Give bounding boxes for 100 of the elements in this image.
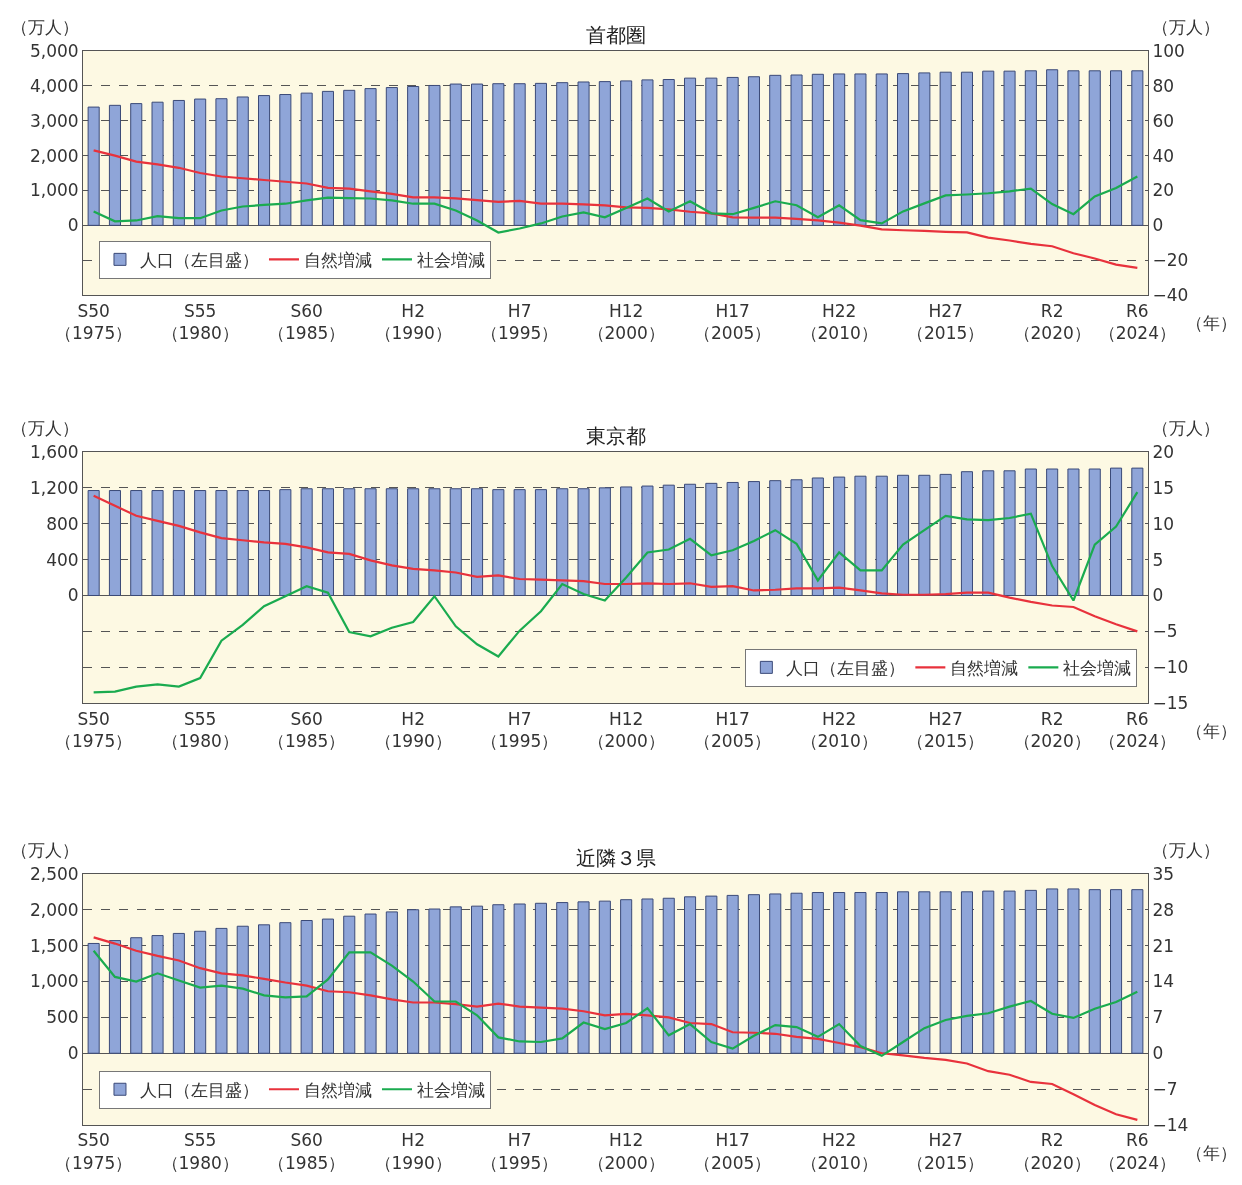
bar (854, 475, 867, 596)
x-tick-label: H22 （2010） (800, 300, 878, 343)
y2-tick-label: 0 (1152, 215, 1164, 236)
bar (833, 476, 846, 596)
legend-label: 人口（左目盛） (786, 657, 906, 678)
y2-tick-label: 20 (1152, 441, 1175, 462)
bar (407, 488, 420, 596)
y2-tick-label: 21 (1152, 935, 1175, 956)
bar (172, 932, 185, 1054)
bar (1046, 888, 1059, 1054)
legend-label: 人口（左目盛） (139, 1079, 259, 1100)
bar (1024, 468, 1037, 596)
bar (236, 925, 249, 1054)
y-tick-label: 5,000 (29, 40, 79, 61)
bar (1046, 468, 1059, 596)
y2-tick-label: 60 (1152, 110, 1175, 131)
x-tick-label: H17 （2005） (694, 300, 772, 343)
bar (811, 892, 824, 1054)
bar (684, 77, 697, 226)
y-tick-label: 3,000 (29, 110, 79, 131)
legend-label: 社会増減 (416, 1079, 485, 1100)
bar (790, 892, 803, 1054)
y2-tick-label: −20 (1152, 250, 1189, 271)
bar (279, 94, 292, 226)
line-series (92, 494, 1139, 633)
bar (449, 83, 462, 226)
bar (960, 471, 973, 596)
bar (87, 106, 100, 226)
legend-label: 人口（左目盛） (139, 250, 259, 270)
x-tick-label: H2 （1990） (374, 300, 452, 343)
bar (236, 490, 249, 596)
x-tick-label: H12 （2000） (587, 300, 665, 343)
bar (897, 891, 910, 1054)
bar (194, 490, 207, 596)
legend-label: 自然増減 (303, 250, 372, 270)
bar (726, 76, 739, 226)
y-tick-label: 1,000 (29, 180, 79, 201)
bar (598, 900, 611, 1054)
bar (1110, 70, 1123, 226)
bar (939, 71, 952, 226)
x-tick-label: S60 （1985） (268, 300, 346, 343)
y2-tick-label: 7 (1152, 1007, 1164, 1028)
chart-title: 東京都 (586, 424, 646, 448)
bar (108, 490, 121, 596)
y2-axis-title: （万人） (1152, 840, 1220, 860)
y2-tick-label: 0 (1152, 1043, 1164, 1064)
legend-label: 自然増減 (303, 1079, 372, 1100)
chart-title: 首都圏 (586, 23, 646, 47)
bar (1067, 468, 1080, 596)
x-tick-label: H17 （2005） (694, 708, 772, 751)
bar (577, 81, 590, 226)
x-tick-label: S60 （1985） (268, 708, 346, 751)
line-series (92, 175, 1139, 234)
x-tick-label: H7 （1995） (481, 300, 559, 343)
bar (194, 930, 207, 1054)
x-tick-label: S55 （1980） (161, 1130, 239, 1173)
bar (130, 937, 143, 1054)
bar (364, 488, 377, 596)
bar (1003, 470, 1016, 596)
bar (641, 898, 654, 1054)
bar (492, 904, 505, 1054)
bar (534, 82, 547, 226)
bar (684, 896, 697, 1054)
chart-title: 近隣３県 (576, 846, 656, 870)
legend-label: 社会増減 (1063, 657, 1132, 678)
bar (449, 906, 462, 1054)
bar (598, 487, 611, 596)
line-series (92, 149, 1139, 270)
bar (1067, 70, 1080, 226)
bar (577, 488, 590, 596)
bar (258, 490, 271, 596)
bar (726, 481, 739, 596)
bar (918, 891, 931, 1054)
y-tick-label: 0 (67, 215, 79, 236)
bar (343, 915, 356, 1054)
bar (918, 474, 931, 596)
y2-tick-label: −5 (1152, 621, 1178, 642)
y-tick-label: 1,000 (29, 971, 79, 992)
bar (556, 82, 569, 226)
bar (108, 940, 121, 1054)
bar (151, 101, 164, 226)
bar (407, 86, 420, 226)
bar (471, 83, 484, 226)
bar (534, 902, 547, 1054)
bar (194, 98, 207, 226)
x-tick-label: R2 （2020） (1013, 708, 1091, 751)
bar (343, 488, 356, 596)
x-tick-label: H27 （2015） (907, 1130, 985, 1173)
bar (258, 924, 271, 1054)
bar (662, 484, 675, 596)
y-tick-label: 1,500 (29, 935, 79, 956)
x-axis-title: （年） (1186, 313, 1237, 333)
y-tick-label: 1,200 (29, 477, 79, 498)
bar (321, 90, 334, 226)
bar (897, 474, 910, 596)
bar (598, 81, 611, 226)
bar (982, 890, 995, 1054)
bar (1024, 889, 1037, 1054)
bar (769, 893, 782, 1054)
legend-label: 自然増減 (950, 657, 1019, 678)
